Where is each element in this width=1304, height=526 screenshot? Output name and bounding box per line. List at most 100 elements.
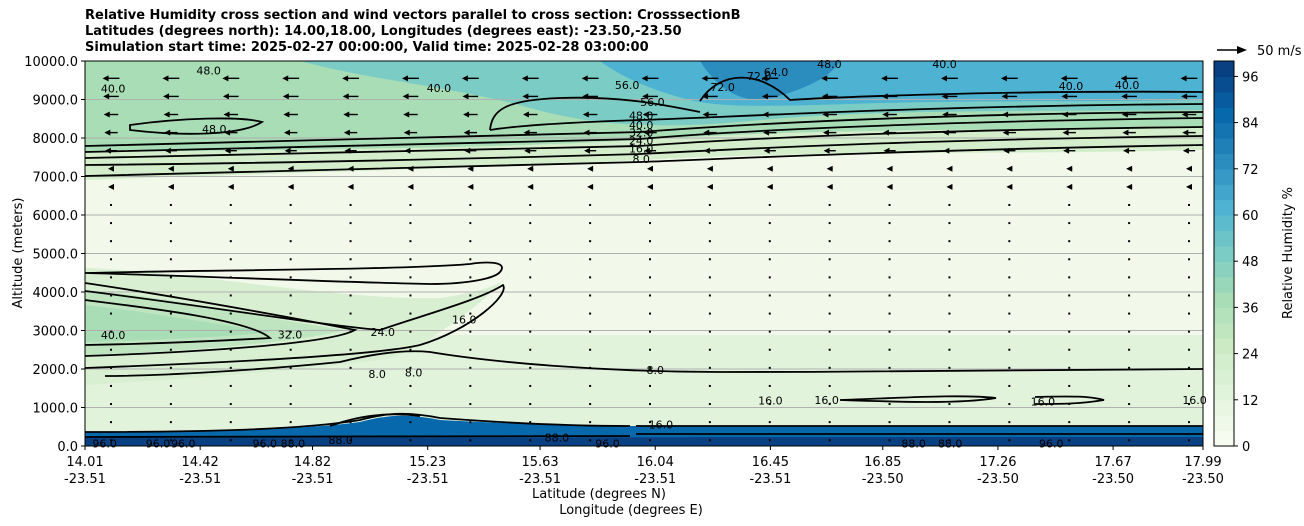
wind-vector-head bbox=[702, 111, 709, 118]
wind-vector bbox=[1068, 366, 1071, 369]
wind-vector-head bbox=[282, 93, 289, 100]
wind-vector bbox=[469, 366, 472, 369]
wind-vector-head bbox=[886, 165, 893, 172]
contour-64 bbox=[699, 76, 1203, 102]
wind-vector bbox=[649, 294, 651, 297]
wind-vector bbox=[1188, 240, 1190, 243]
contour-16 bbox=[85, 135, 1203, 166]
contour-label: 16.0 bbox=[814, 394, 839, 407]
wind-vector bbox=[1188, 384, 1190, 387]
contour-label: 56.0 bbox=[615, 79, 640, 92]
wind-vector bbox=[1128, 258, 1131, 261]
wind-vector bbox=[589, 294, 592, 297]
wind-vector bbox=[349, 222, 352, 225]
wind-vector bbox=[289, 439, 292, 442]
wind-vector bbox=[110, 240, 112, 243]
contour-label: 40.0 bbox=[1115, 79, 1140, 92]
wind-vector-head bbox=[821, 93, 828, 100]
wind-vector bbox=[529, 240, 532, 243]
x-axis-label-longitude: Longitude (degrees E) bbox=[559, 503, 703, 518]
contour-label: 40.0 bbox=[101, 83, 126, 96]
colorbar-segment bbox=[1214, 215, 1234, 231]
wind-vector bbox=[768, 439, 771, 442]
wind-vector bbox=[289, 222, 292, 225]
wind-vector bbox=[409, 222, 412, 225]
contour-label: 40.0 bbox=[932, 58, 957, 71]
contour-label: 24.0 bbox=[371, 326, 396, 339]
contour-label: 72.0 bbox=[710, 81, 735, 94]
contour-label: 88.0 bbox=[938, 438, 963, 451]
contour-label: 40.0 bbox=[629, 119, 654, 132]
wind-vector bbox=[888, 222, 891, 225]
wind-vector bbox=[529, 421, 532, 424]
wind-vector bbox=[110, 222, 112, 225]
wind-vector-head bbox=[224, 129, 231, 136]
wind-vector bbox=[708, 240, 711, 243]
wind-vector bbox=[649, 366, 651, 369]
colorbar-segment bbox=[1214, 338, 1234, 355]
wind-vector bbox=[409, 276, 412, 279]
wind-vector-head bbox=[643, 129, 650, 136]
wind-vector-head bbox=[1181, 93, 1188, 100]
wind-vector-head bbox=[467, 165, 474, 172]
x-tick-lat: 16.45 bbox=[752, 455, 789, 470]
wind-vector-head bbox=[706, 165, 713, 172]
chart-title-line-1: Relative Humidity cross section and wind… bbox=[85, 8, 741, 23]
x-tick-lon: -23.51 bbox=[407, 472, 449, 487]
colorbar-segment bbox=[1214, 399, 1234, 416]
wind-vector bbox=[649, 276, 651, 279]
wind-vector bbox=[828, 330, 831, 333]
colorbar-tick-label: 48 bbox=[1242, 255, 1259, 270]
wind-vector bbox=[1068, 348, 1071, 351]
wind-vector bbox=[169, 276, 172, 279]
wind-vector-head bbox=[167, 165, 174, 172]
wind-vector bbox=[768, 258, 771, 261]
contour-label: 88.0 bbox=[281, 438, 306, 451]
colorbar-tick-label: 60 bbox=[1242, 209, 1259, 224]
wind-vector-head bbox=[404, 147, 411, 154]
wind-vector-head bbox=[1121, 93, 1128, 100]
wind-vector bbox=[1008, 312, 1011, 315]
wind-vector-head bbox=[403, 129, 410, 136]
wind-vector-head bbox=[886, 183, 893, 190]
wind-vector-head bbox=[108, 165, 114, 172]
wind-vector bbox=[1128, 439, 1131, 442]
contour-label: 32.0 bbox=[278, 328, 303, 341]
wind-vector bbox=[589, 421, 592, 424]
wind-vector bbox=[828, 366, 831, 369]
wind-vector bbox=[948, 203, 951, 206]
wind-vector-head bbox=[463, 111, 470, 118]
wind-vector-head bbox=[1062, 129, 1069, 136]
wind-vector bbox=[768, 421, 771, 424]
y-axis: 0.0 1000.0 2000.0 3000.0 4000.0 5000.0 6000.0 7… bbox=[24, 55, 85, 455]
wind-vector bbox=[289, 384, 292, 387]
wind-vector-head bbox=[407, 183, 414, 190]
colorbar-segment bbox=[1214, 369, 1234, 385]
colorbar-tick-label: 12 bbox=[1242, 394, 1259, 409]
wind-vector-head bbox=[102, 75, 109, 82]
contour-label: 16.0 bbox=[649, 418, 674, 431]
y-tick-label: 10000.0 bbox=[24, 55, 78, 70]
wind-vector bbox=[1188, 403, 1190, 406]
field-surface-core bbox=[85, 437, 1203, 446]
wind-vector bbox=[229, 312, 232, 315]
wind-vector bbox=[529, 276, 532, 279]
wind-vector bbox=[589, 240, 592, 243]
wind-vector-head bbox=[826, 183, 833, 190]
wind-vector-head bbox=[222, 75, 229, 82]
x-tick-lon: -23.50 bbox=[862, 472, 904, 487]
contour-label: 16.0 bbox=[758, 395, 783, 408]
colorbar-segment bbox=[1214, 353, 1234, 370]
wind-vector-head bbox=[467, 183, 474, 190]
wind-vector bbox=[1008, 403, 1011, 406]
wind-vector bbox=[529, 258, 532, 261]
wind-vector bbox=[289, 348, 292, 351]
wind-vector bbox=[888, 312, 891, 315]
colorbar-segment bbox=[1214, 168, 1234, 185]
wind-vector-head bbox=[1063, 147, 1070, 154]
wind-vector bbox=[229, 348, 232, 351]
wind-vector bbox=[469, 312, 472, 315]
wind-vector bbox=[948, 439, 951, 442]
wind-vector-head bbox=[942, 111, 949, 118]
wind-vector bbox=[708, 384, 711, 387]
